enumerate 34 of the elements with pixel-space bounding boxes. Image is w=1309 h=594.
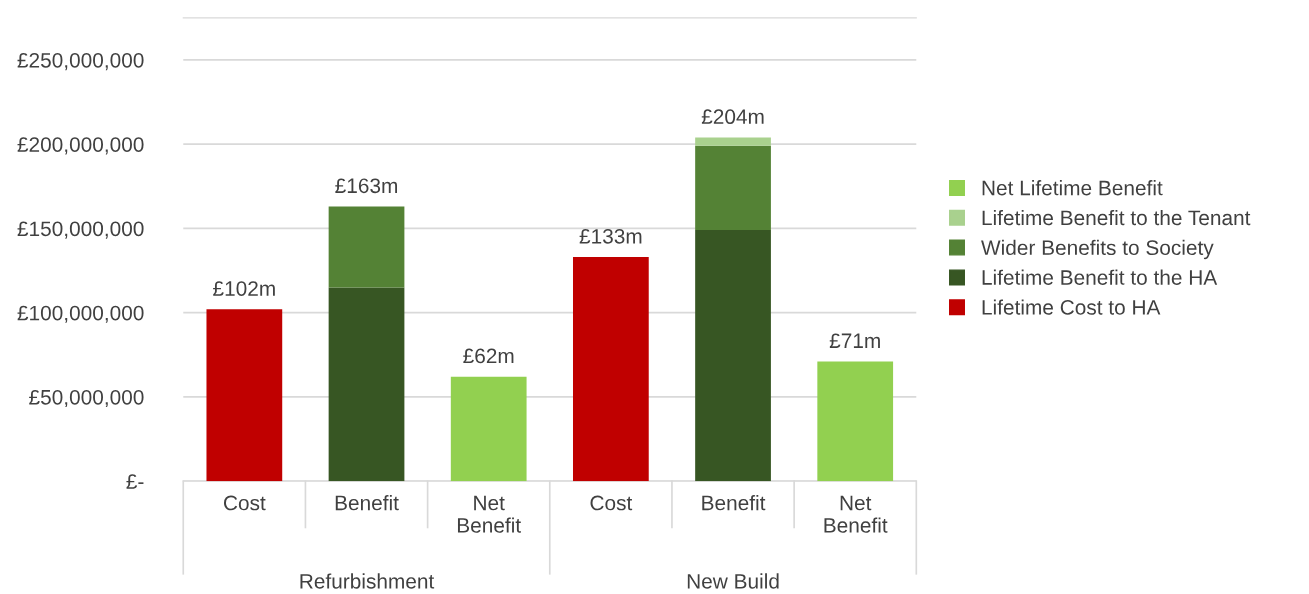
legend-label: Net Lifetime Benefit bbox=[982, 180, 1163, 196]
y-tick-label: £150,000,000 bbox=[17, 221, 144, 239]
bar bbox=[817, 361, 894, 482]
legend-label: Wider Benefits to Society bbox=[981, 239, 1214, 260]
total-label: £133m bbox=[579, 228, 642, 244]
y-tick-label: £200,000,000 bbox=[17, 137, 144, 155]
bar bbox=[695, 137, 771, 146]
text: Refurbishment bbox=[300, 573, 435, 589]
bar bbox=[328, 206, 405, 288]
x-tick-label: Cost bbox=[223, 495, 266, 511]
x-tick-label: Net Benefit bbox=[457, 495, 521, 533]
legend-label: Lifetime Cost to HA bbox=[982, 299, 1161, 315]
x-tick-label: Benefit bbox=[335, 495, 399, 511]
x-tick-label: Net Benefit bbox=[824, 495, 888, 533]
y-tick-label: £50,000,000 bbox=[29, 389, 144, 408]
bar bbox=[206, 309, 283, 482]
bar bbox=[695, 145, 771, 231]
bar bbox=[572, 257, 649, 482]
y-tick-label: £100,000,000 bbox=[17, 305, 144, 323]
total-label: £71m bbox=[829, 333, 880, 348]
total-label: £102m bbox=[213, 281, 275, 296]
bar bbox=[328, 287, 405, 482]
legend-label: Lifetime Benefit to the Tenant bbox=[982, 209, 1251, 226]
x-tick-label: Benefit bbox=[702, 495, 766, 511]
x-tick-label: Cost bbox=[590, 495, 633, 511]
bar bbox=[695, 230, 771, 482]
y-tick-label: £250,000,000 bbox=[17, 52, 144, 71]
text: New Build bbox=[687, 573, 779, 589]
total-label: £62m bbox=[463, 348, 514, 364]
total-label: £204m bbox=[701, 109, 764, 125]
y-tick-label: £- bbox=[126, 474, 144, 489]
total-label: £163m bbox=[335, 178, 397, 194]
bar bbox=[450, 376, 527, 482]
legend-label: Lifetime Benefit to the HA bbox=[982, 269, 1218, 285]
